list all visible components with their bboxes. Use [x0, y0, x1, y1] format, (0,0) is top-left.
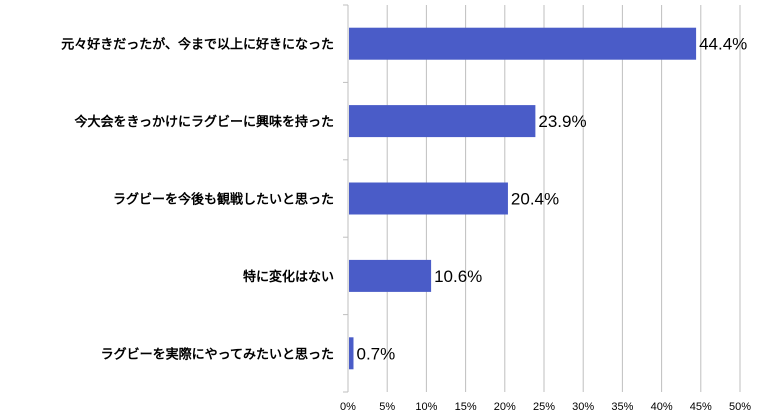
x-tick-label: 40%: [651, 401, 673, 413]
bar-value-label: 20.4%: [511, 190, 559, 209]
x-tick-label: 35%: [611, 401, 633, 413]
bars: [349, 27, 697, 370]
bar: [349, 105, 536, 138]
x-tick-label: 50%: [729, 401, 751, 413]
bar: [349, 27, 697, 60]
bar-value-label: 23.9%: [538, 112, 586, 131]
x-tick-label: 0%: [340, 401, 356, 413]
bar: [349, 182, 508, 215]
bar-value-label: 0.7%: [356, 344, 395, 363]
category-label: ラグビーを実際にやってみたいと思った: [101, 346, 334, 362]
bar: [349, 259, 432, 292]
category-label: ラグビーを今後も観戦したいと思った: [113, 192, 334, 208]
x-tick-label: 30%: [572, 401, 594, 413]
category-label: 今大会をきっかけにラグビーに興味を持った: [74, 114, 334, 130]
y-axis: [343, 4, 349, 393]
x-tick-label: 20%: [494, 401, 516, 413]
x-tick-label: 10%: [415, 401, 437, 413]
category-labels: 元々好きだったが、今まで以上に好きになった今大会をきっかけにラグビーに興味を持っ…: [61, 37, 334, 363]
x-tick-label: 5%: [379, 401, 395, 413]
x-tick-labels: 0% 5% 10% 15% 20% 25% 30% 35% 40% 45% 50%: [340, 401, 751, 413]
bar-value-label: 44.4%: [699, 35, 747, 54]
bar: [349, 337, 354, 370]
value-labels: 44.4% 23.9% 20.4% 10.6% 0.7%: [356, 35, 747, 364]
category-label: 元々好きだったが、今まで以上に好きになった: [61, 37, 334, 53]
gridlines: [386, 5, 741, 392]
category-label: 特に変化はない: [243, 269, 334, 285]
x-tick-label: 25%: [533, 401, 555, 413]
x-tick-label: 15%: [455, 401, 477, 413]
x-tick-label: 45%: [690, 401, 712, 413]
bar-value-label: 10.6%: [434, 267, 482, 286]
